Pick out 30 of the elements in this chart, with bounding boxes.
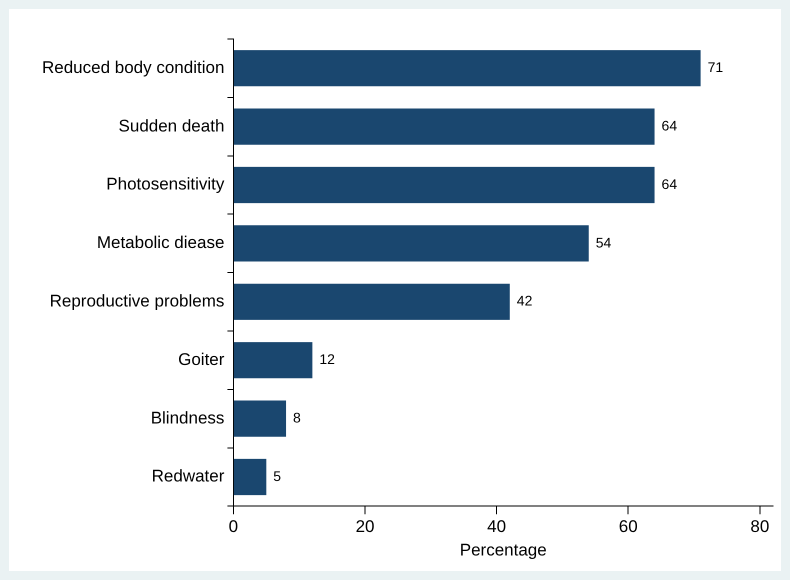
y-tick-label: Reduced body condition <box>42 58 224 77</box>
data-label: 54 <box>596 234 612 250</box>
bar <box>234 342 312 378</box>
data-label: 5 <box>273 468 282 484</box>
bar <box>234 284 510 320</box>
data-label: 42 <box>516 292 533 309</box>
y-tick-label: Goiter <box>178 350 225 369</box>
data-label: 64 <box>662 117 678 134</box>
x-tick-label: 0 <box>228 517 238 536</box>
bar <box>234 166 655 204</box>
data-label: 8 <box>293 409 302 426</box>
data-label: 64 <box>662 176 678 192</box>
bar <box>234 50 701 86</box>
data-label: 71 <box>708 59 724 76</box>
data-label: 12 <box>319 351 336 368</box>
y-tick-label: Redwater <box>152 466 225 486</box>
x-tick-label: 20 <box>356 517 374 536</box>
x-tick-label: 40 <box>487 517 506 536</box>
y-tick-label: Reproductive problems <box>50 291 224 310</box>
bar <box>234 108 655 145</box>
y-tick-label: Metabolic diease <box>96 233 224 252</box>
y-tick-label: Blindness <box>150 408 224 428</box>
bar <box>234 225 589 262</box>
y-tick-label: Photosensitivity <box>106 174 225 194</box>
bar <box>234 400 286 437</box>
x-axis-title: Percentage <box>460 540 547 560</box>
bar <box>234 458 266 496</box>
x-tick-label: 80 <box>750 517 770 536</box>
y-tick-label: Sudden death <box>118 116 224 136</box>
x-tick-label: 60 <box>618 517 638 536</box>
